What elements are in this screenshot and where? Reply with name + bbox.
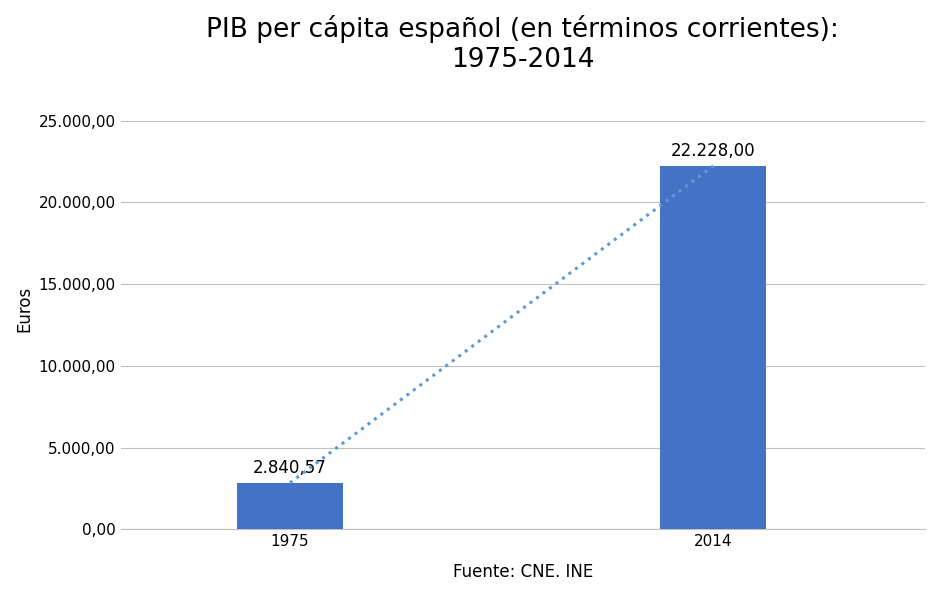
Bar xyxy=(237,483,343,529)
Text: 22.228,00: 22.228,00 xyxy=(671,142,756,160)
Title: PIB per cápita español (en términos corrientes):
1975-2014: PIB per cápita español (en términos corr… xyxy=(207,15,839,73)
Y-axis label: Euros: Euros xyxy=(15,285,33,331)
Text: 2.840,57: 2.840,57 xyxy=(253,459,327,477)
Bar xyxy=(661,166,766,529)
X-axis label: Fuente: CNE. INE: Fuente: CNE. INE xyxy=(453,563,593,581)
